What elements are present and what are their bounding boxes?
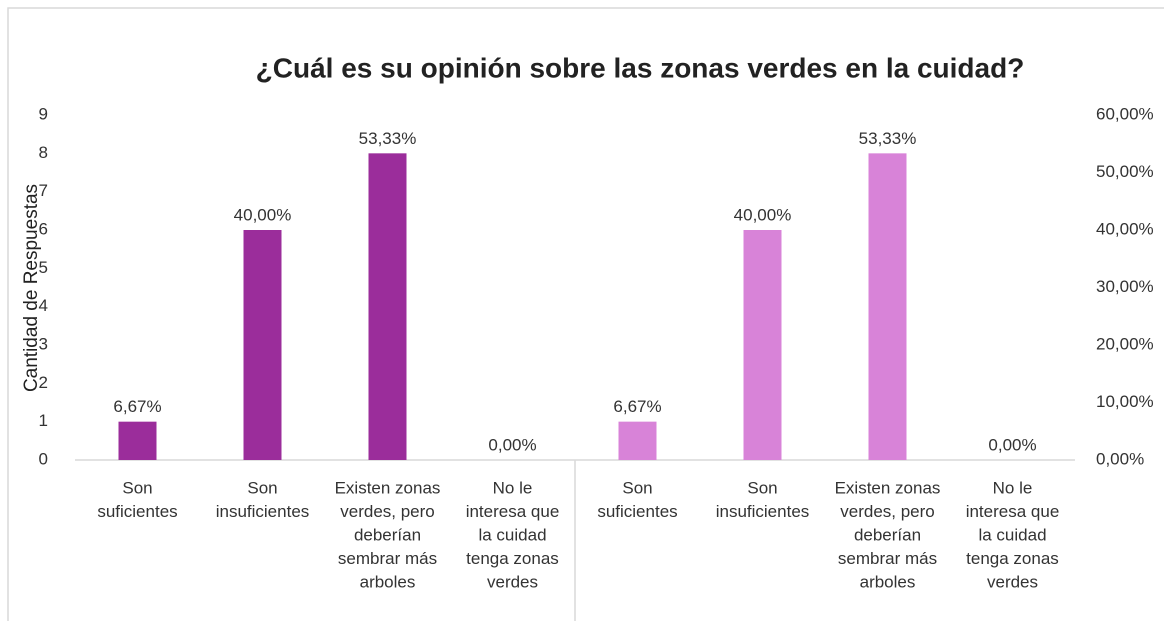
y2-tick-label: 20,00% — [1096, 334, 1154, 353]
data-label: 6,67% — [613, 397, 661, 416]
x-tick-label: la cuidad — [978, 525, 1046, 544]
data-label: 0,00% — [488, 435, 536, 454]
y-tick-label: 7 — [39, 181, 48, 200]
x-tick-label: deberían — [354, 525, 421, 544]
bar — [618, 421, 657, 460]
x-tick-label: interesa que — [466, 502, 560, 521]
x-tick-label: No le — [993, 478, 1033, 497]
y2-tick-label: 10,00% — [1096, 392, 1154, 411]
y2-tick-label: 50,00% — [1096, 162, 1154, 181]
x-tick-label: Son — [247, 478, 277, 497]
x-tick-label: arboles — [860, 572, 916, 591]
x-tick-label: insuficientes — [216, 502, 310, 521]
x-tick-label: suficientes — [97, 502, 177, 521]
y2-tick-label: 40,00% — [1096, 219, 1154, 238]
x-tick-label: arboles — [360, 572, 416, 591]
x-tick-label: No le — [493, 478, 533, 497]
y-tick-label: 4 — [39, 296, 48, 315]
data-label: 40,00% — [734, 205, 792, 224]
bar — [868, 153, 907, 461]
y2-tick-label: 0,00% — [1096, 449, 1144, 468]
x-tick-label: suficientes — [597, 502, 677, 521]
chart-title: ¿Cuál es su opinión sobre las zonas verd… — [256, 52, 1025, 83]
x-tick-label: verdes, pero — [340, 502, 435, 521]
x-tick-label: Son — [122, 478, 152, 497]
bar — [243, 230, 282, 460]
x-tick-label: Son — [747, 478, 777, 497]
data-label: 53,33% — [359, 129, 417, 148]
y2-tick-label: 60,00% — [1096, 104, 1154, 123]
data-label: 0,00% — [988, 435, 1036, 454]
x-tick-label: interesa que — [966, 502, 1060, 521]
x-tick-label: tenga zonas — [466, 549, 559, 568]
y-tick-label: 5 — [39, 258, 48, 277]
x-tick-label: insuficientes — [716, 502, 810, 521]
x-tick-label: deberían — [854, 525, 921, 544]
y-tick-label: 2 — [39, 373, 48, 392]
data-label: 40,00% — [234, 205, 292, 224]
bar — [743, 230, 782, 460]
y-tick-label: 8 — [39, 143, 48, 162]
x-tick-label: verdes — [487, 572, 538, 591]
x-tick-label: Existen zonas — [335, 478, 441, 497]
y2-tick-label: 30,00% — [1096, 277, 1154, 296]
bar — [368, 153, 407, 461]
chart-frame — [7, 7, 1164, 626]
y-axis-label: Cantidad de Respuestas — [21, 184, 42, 392]
y-tick-label: 0 — [39, 449, 48, 468]
y-tick-label: 3 — [39, 334, 48, 353]
x-tick-label: sembrar más — [838, 549, 937, 568]
x-tick-label: Existen zonas — [835, 478, 941, 497]
x-tick-label: verdes — [987, 572, 1038, 591]
x-tick-label: tenga zonas — [966, 549, 1059, 568]
x-tick-label: sembrar más — [338, 549, 437, 568]
bar — [118, 421, 157, 460]
data-label: 6,67% — [113, 397, 161, 416]
x-tick-label: verdes, pero — [840, 502, 935, 521]
x-tick-label: la cuidad — [478, 525, 546, 544]
data-label: 53,33% — [859, 129, 917, 148]
x-tick-label: Son — [622, 478, 652, 497]
y-tick-label: 9 — [39, 104, 48, 123]
y-tick-label: 1 — [39, 411, 48, 430]
y-tick-label: 6 — [39, 219, 48, 238]
